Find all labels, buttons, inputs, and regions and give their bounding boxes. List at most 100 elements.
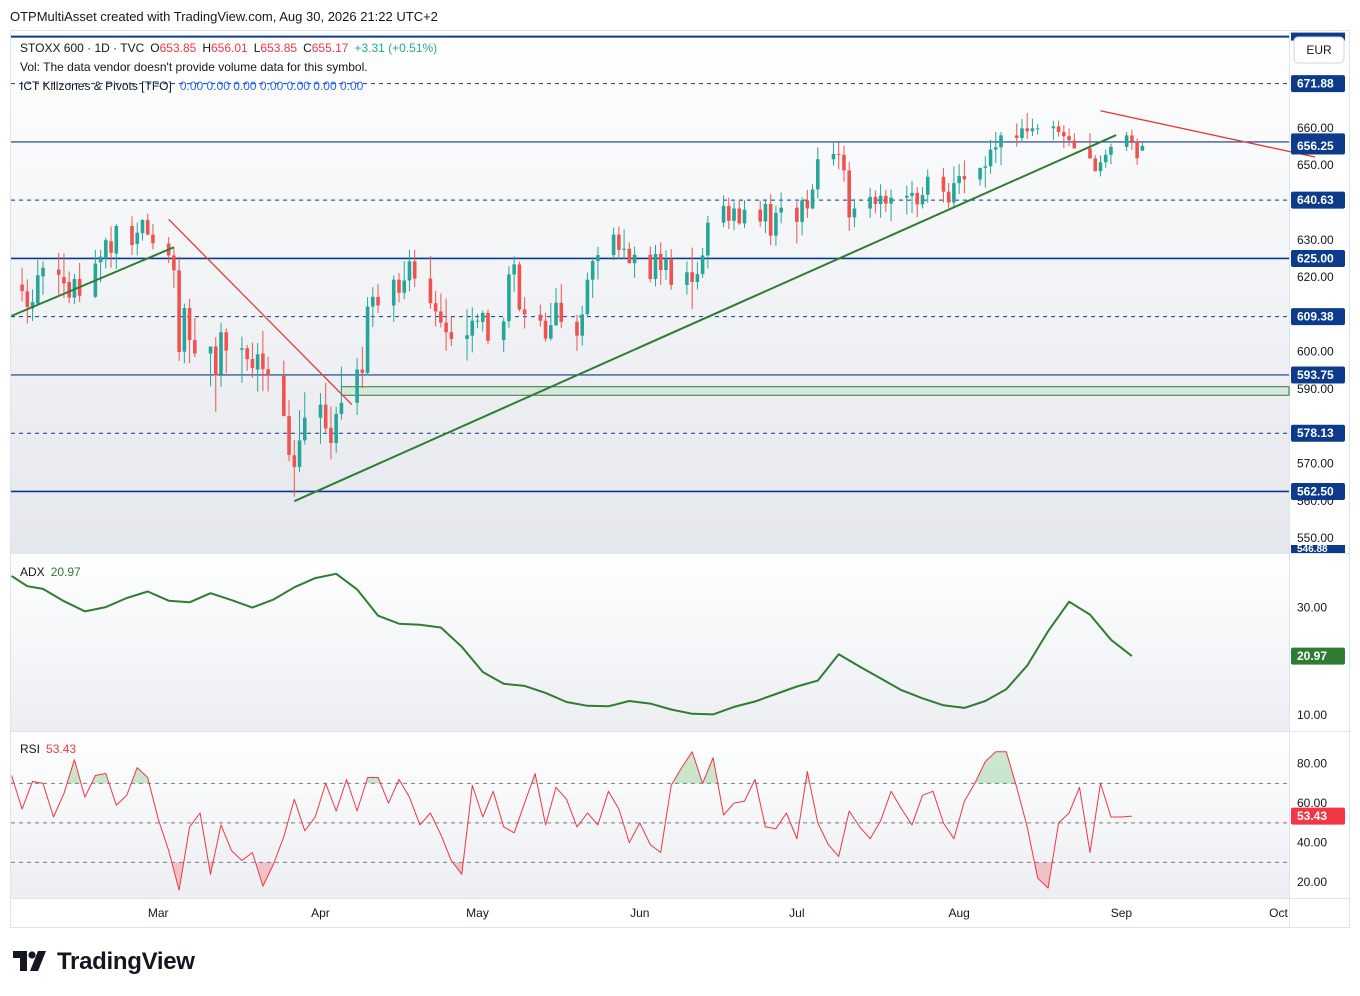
- candle-body: [732, 208, 736, 221]
- candle-body: [831, 154, 836, 160]
- legend-line-1: STOXX 600 · 1D · TVC O653.85 H656.01 L653.8…: [20, 41, 437, 55]
- candle-body: [439, 311, 443, 323]
- candle-body: [962, 176, 967, 180]
- candle-body: [617, 234, 621, 250]
- candle-body: [302, 417, 307, 441]
- currency-button[interactable]: EUR: [1293, 36, 1345, 64]
- candle-body: [1124, 135, 1129, 147]
- candle-body: [444, 322, 448, 333]
- candle-body: [706, 222, 710, 256]
- pivot-price-tag-label: 593.75: [1297, 368, 1334, 382]
- candle-body: [213, 346, 218, 376]
- pivot-price-tag: [1291, 191, 1345, 209]
- candle-body: [1025, 128, 1029, 132]
- time-tick-label: Jul: [789, 906, 804, 920]
- candle-body: [999, 135, 1003, 148]
- candle-body: [1140, 145, 1145, 151]
- pivot-price-tag-label: 609.38: [1297, 310, 1334, 324]
- candle-body: [287, 416, 291, 455]
- candle-body: [465, 335, 469, 339]
- candle-body: [334, 413, 338, 444]
- price-tick-label: 600.00: [1297, 345, 1334, 359]
- bottom-level-tag-label: 546.88: [1297, 544, 1328, 555]
- rsi-value: 53.43: [46, 742, 76, 756]
- price-tick-label: 660.00: [1297, 121, 1334, 135]
- price-tick-label: 550.00: [1297, 531, 1334, 545]
- candle-body: [30, 302, 35, 309]
- last-price-tag-label: 656.25: [1297, 139, 1334, 153]
- candle-body: [538, 314, 543, 321]
- candle-body: [611, 234, 616, 256]
- candle-body: [114, 226, 119, 254]
- candle-body: [815, 159, 820, 190]
- candle-body: [779, 207, 783, 213]
- candle-body: [658, 253, 663, 271]
- rsi-legend: RSI 53.43: [20, 742, 76, 756]
- candle-body: [187, 308, 192, 341]
- candle-body: [135, 232, 140, 244]
- candle-body: [768, 204, 773, 236]
- candle-body: [512, 264, 516, 275]
- pivot-price-tag-label: 640.63: [1297, 193, 1334, 207]
- time-tick-label: Mar: [148, 906, 169, 920]
- adx-value-tag-label: 20.97: [1297, 649, 1327, 663]
- candle-body: [517, 264, 522, 310]
- candle-body: [910, 192, 914, 196]
- time-tick-label: Aug: [948, 906, 969, 920]
- candle-body: [1098, 162, 1103, 172]
- candle-body: [507, 274, 511, 322]
- tradingview-logo-text: TradingView: [57, 948, 195, 975]
- adx-label: ADX: [20, 565, 45, 579]
- pivot-price-tag: [1291, 249, 1345, 267]
- candle-body: [109, 241, 113, 253]
- indicator-legend[interactable]: ICT Killzones & Pivots [TFO] 0.00 0.00 0.…: [20, 79, 364, 93]
- pivot-price-tag-label: 562.50: [1297, 484, 1334, 498]
- candle-body: [266, 369, 270, 376]
- candle-body: [695, 274, 700, 282]
- trendline-green: [11, 246, 175, 317]
- candle-body: [391, 279, 396, 306]
- candle-body: [224, 332, 229, 351]
- candle-body: [596, 255, 600, 262]
- candle-body: [868, 196, 872, 209]
- candle-body: [56, 269, 61, 275]
- candle-body: [360, 369, 365, 373]
- candle-body: [664, 258, 668, 271]
- candle-body: [622, 248, 626, 250]
- rsi-overbought-fill: [67, 759, 82, 784]
- candle-body: [1088, 148, 1092, 159]
- pivot-price-tag: [1291, 366, 1345, 384]
- candle-body: [700, 255, 705, 275]
- tradingview-logo[interactable]: TradingView: [13, 948, 195, 976]
- candle-body: [67, 281, 71, 298]
- rsi-overbought-fill: [91, 773, 110, 784]
- candle-body: [219, 332, 223, 375]
- pivot-price-tag: [1291, 308, 1345, 326]
- candle-body: [1067, 136, 1071, 141]
- candle-body: [915, 192, 920, 205]
- price-pane-bg: [11, 31, 1289, 553]
- candle-body: [590, 261, 595, 280]
- rsi-overbought-fill: [672, 751, 703, 784]
- candle-body: [193, 340, 197, 354]
- candle-body: [884, 195, 888, 204]
- candle-body: [1093, 158, 1098, 172]
- candle-body: [145, 220, 150, 235]
- candle-body: [323, 404, 328, 429]
- candle-body: [1062, 132, 1066, 137]
- candle-body: [339, 402, 344, 414]
- candle-body: [140, 220, 145, 234]
- candle-body: [365, 306, 370, 373]
- candle-body: [449, 332, 454, 339]
- pivot-price-tag-label: 578.13: [1297, 426, 1334, 440]
- adx-value-tag: [1291, 647, 1345, 665]
- candle-body: [810, 189, 815, 209]
- candle-body: [847, 170, 851, 218]
- candle-body: [292, 455, 297, 467]
- candle-body: [737, 208, 742, 224]
- candle-body: [376, 296, 380, 306]
- candle-body: [1103, 154, 1108, 163]
- candle-body: [98, 256, 103, 263]
